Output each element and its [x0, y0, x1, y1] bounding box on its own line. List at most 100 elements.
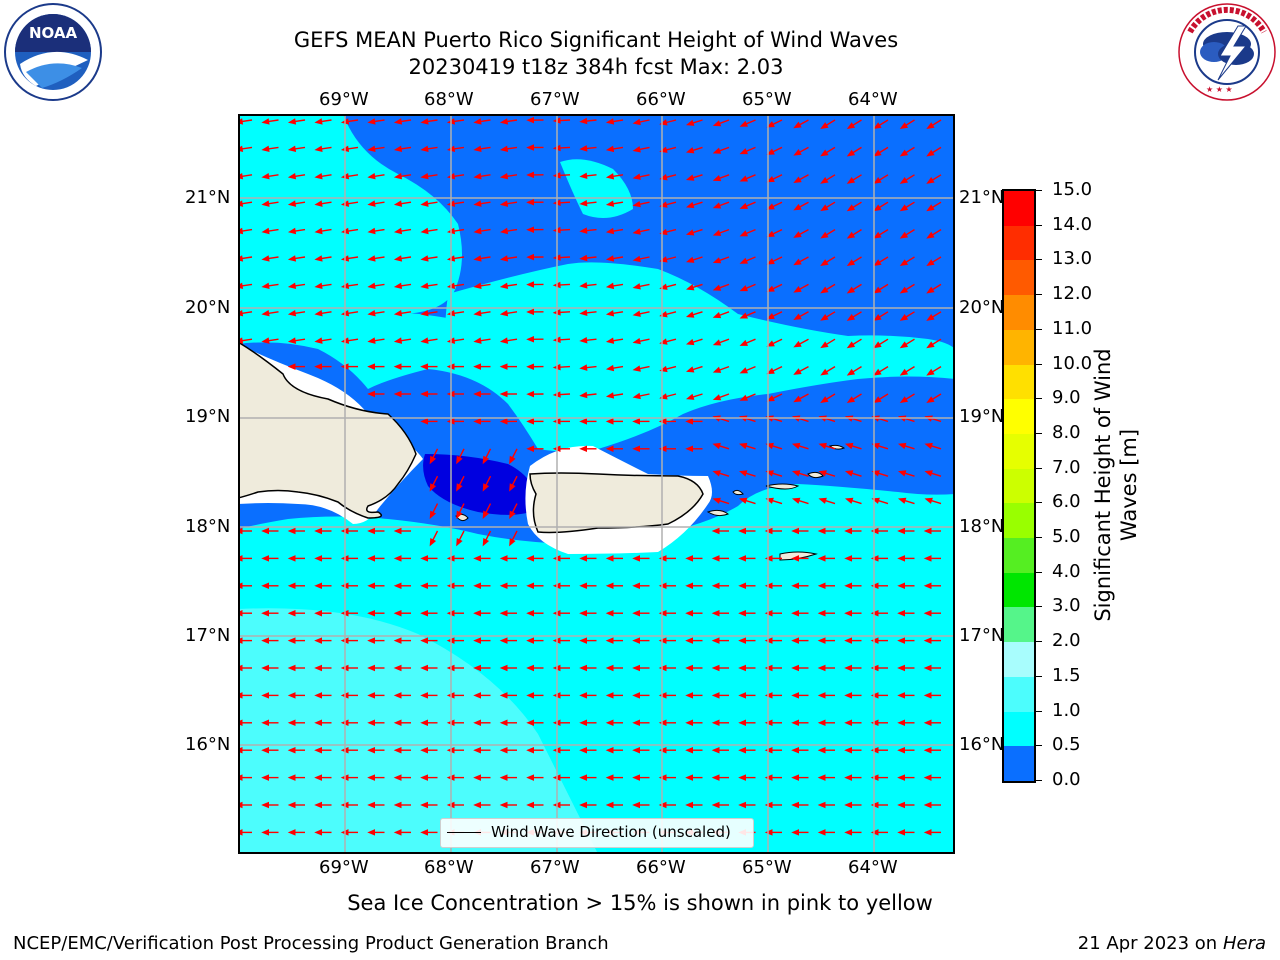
wind-arrow-head	[632, 445, 640, 453]
colorbar-tick-label: 1.5	[1052, 664, 1081, 686]
wind-arrow-head	[820, 341, 829, 349]
wind-arrow-head	[923, 555, 932, 562]
wind-arrow-head	[820, 286, 829, 294]
wind-arrow-head	[817, 609, 826, 617]
wind-arrow-head	[820, 176, 829, 184]
wind-arrow-head	[261, 582, 269, 590]
colorbar-tick	[1034, 606, 1042, 608]
wind-arrow-head	[393, 118, 403, 125]
wind-arrow-head	[870, 664, 879, 672]
wind-arrow-head	[605, 200, 615, 207]
wind-arrow-head	[923, 609, 932, 617]
wind-arrow-head	[873, 259, 882, 267]
wind-arrow-head	[711, 719, 720, 727]
wind-arrow-head	[509, 455, 516, 465]
wind-arrow-head	[685, 174, 695, 181]
wind-arrow-head	[791, 719, 799, 727]
wind-arrow-head	[314, 555, 322, 562]
wind-arrow-head	[899, 259, 909, 267]
wind-arrow-head	[605, 609, 614, 617]
wind-arrow-head	[926, 313, 935, 321]
wind-arrow-head	[632, 582, 640, 590]
wind-arrow-head	[791, 470, 801, 477]
wind-arrow-head	[393, 255, 403, 262]
wind-arrow-head	[420, 418, 428, 425]
colorbar-swatch	[1004, 572, 1034, 608]
wind-arrow-head	[420, 390, 428, 398]
lon-label-bottom-68w: 68°W	[424, 857, 474, 878]
wind-arrow-head	[791, 801, 799, 809]
wave-height-map	[238, 114, 955, 854]
wind-arrow-head	[367, 337, 376, 344]
lon-label-bottom-67w: 67°W	[530, 857, 580, 878]
wind-arrow-head	[605, 719, 614, 727]
wind-arrow-head	[393, 200, 403, 207]
colorbar	[1002, 189, 1036, 783]
wind-arrow-head	[897, 692, 905, 699]
wind-arrow-head	[473, 692, 481, 699]
wind-arrow-head	[393, 527, 402, 535]
colorbar-tick-label: 0.5	[1052, 734, 1081, 756]
wind-arrow-head	[870, 555, 879, 562]
wind-arrow-head	[367, 200, 376, 207]
wind-arrow-head	[420, 118, 429, 125]
wind-arrow-head	[817, 719, 826, 727]
wind-arrow-head	[739, 230, 749, 237]
wind-arrow-head	[897, 664, 905, 672]
wind-arrow-head	[844, 692, 852, 699]
wind-arrow-head	[924, 442, 933, 450]
wind-arrow-head	[820, 396, 829, 403]
wind-arrow-head	[712, 229, 722, 236]
lat-label-left-16n: 16°N	[185, 734, 231, 755]
nws-logo: ★ ★ ★	[1178, 3, 1276, 101]
colorbar-tick	[1034, 467, 1042, 469]
wind-arrow-head	[367, 774, 375, 781]
wind-arrow-head	[685, 393, 695, 400]
wind-arrow-head	[456, 455, 463, 465]
wind-arrow-head	[526, 363, 535, 370]
footer-host: Hera	[1222, 933, 1266, 954]
colorbar-swatch	[1004, 295, 1034, 330]
wind-arrow-head	[924, 497, 933, 504]
wind-arrow-head	[658, 801, 667, 809]
wind-arrow-head	[473, 582, 481, 590]
wind-arrow-head	[873, 122, 882, 130]
wind-arrow-head	[287, 200, 297, 207]
wind-arrow-head	[429, 483, 437, 492]
wind-arrow-head	[685, 147, 695, 154]
island-virgin-2	[807, 471, 824, 479]
wind-arrow-head	[499, 227, 509, 235]
wind-arrow-head	[632, 392, 641, 400]
wind-arrow-head	[526, 144, 535, 151]
lon-label-bottom-66w: 66°W	[636, 857, 686, 878]
colorbar-tick-label: 1.0	[1052, 699, 1081, 721]
wind-arrow-head	[739, 312, 749, 319]
wind-arrow-head	[393, 390, 402, 398]
wind-arrow-head	[897, 555, 905, 562]
wind-arrow-head	[429, 537, 437, 547]
wind-arrow-head	[764, 801, 773, 809]
wind-arrow-head	[605, 582, 614, 590]
wind-arrow-head	[499, 746, 508, 754]
wind-arrow-head	[870, 527, 879, 535]
wind-arrow-head	[846, 341, 856, 349]
wind-arrow-head	[793, 395, 802, 403]
wind-arrow-head	[764, 746, 773, 754]
wind-arrow-head	[658, 637, 667, 644]
wind-arrow-head	[897, 442, 907, 450]
colorbar-tick-label: 14.0	[1052, 213, 1093, 235]
wind-arrow-head	[711, 801, 720, 809]
wind-arrow-head	[818, 442, 827, 450]
wind-arrow-head	[738, 497, 748, 504]
wind-arrow-head	[526, 226, 535, 233]
wind-arrow-head	[526, 692, 534, 699]
wind-arrow-head	[367, 118, 376, 125]
wind-arrow-head	[766, 203, 775, 210]
wind-arrow-head	[420, 801, 428, 809]
wind-arrow-head	[579, 391, 588, 399]
wind-arrow-head	[820, 149, 829, 157]
wind-arrow-head	[605, 664, 614, 672]
wind-arrow-head	[314, 609, 322, 617]
wind-arrow-head	[844, 442, 854, 450]
wind-arrow-head	[738, 692, 746, 699]
